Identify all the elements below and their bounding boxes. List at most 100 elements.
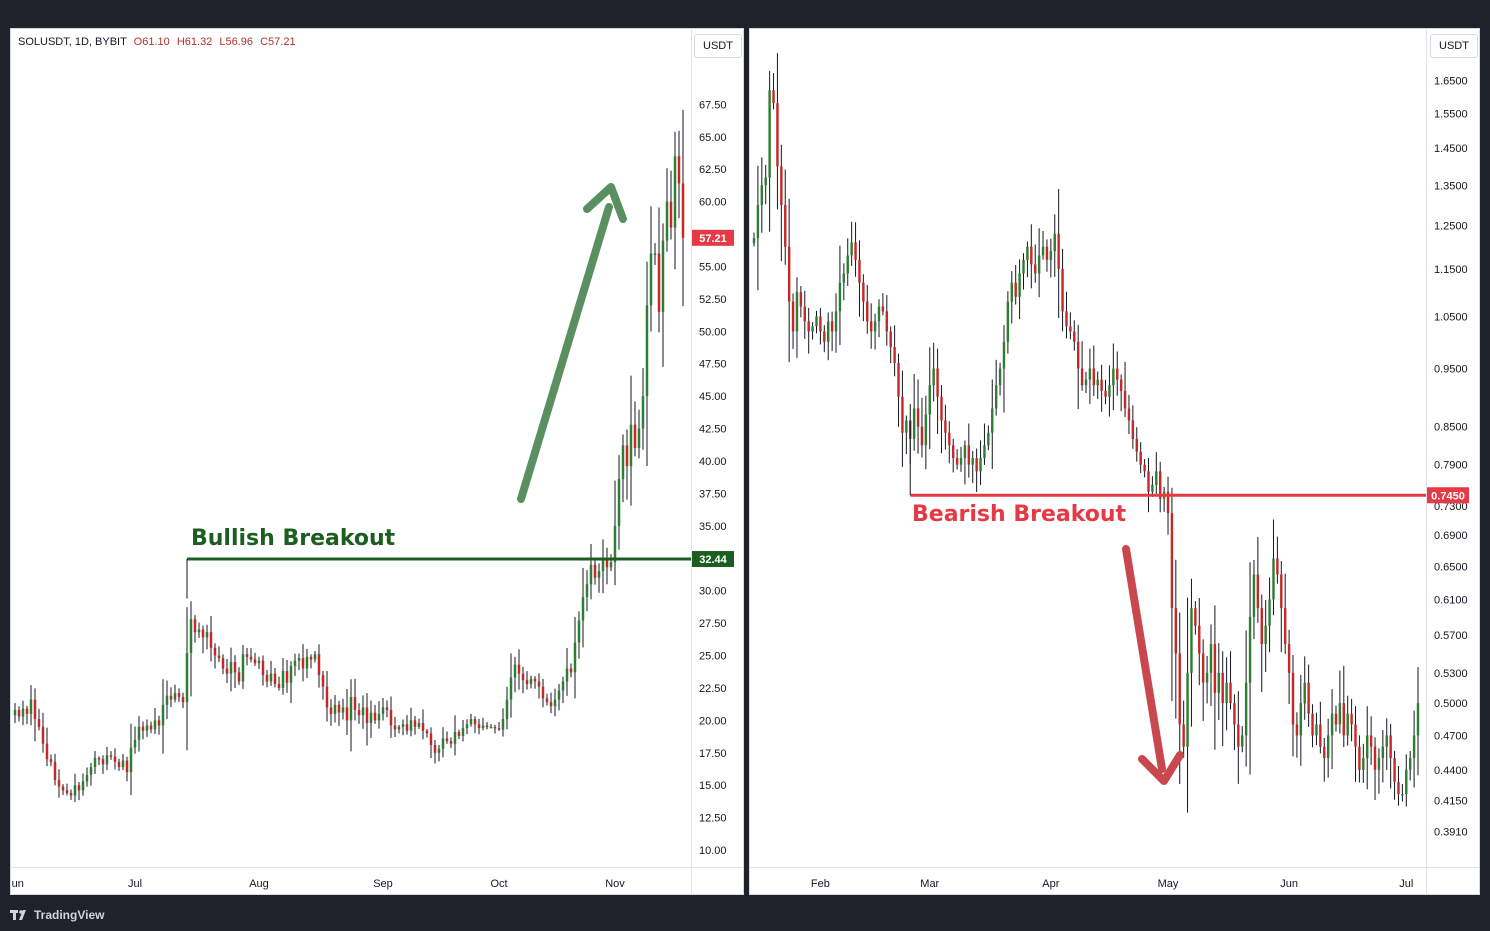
- candle-down: [975, 458, 978, 472]
- price-tick-label: 0.9500: [1434, 364, 1468, 376]
- candle-down: [1307, 682, 1310, 714]
- candle-down: [866, 301, 869, 322]
- candle-down: [1221, 672, 1224, 704]
- candle-up: [827, 321, 830, 342]
- candle-down: [213, 647, 217, 656]
- currency-unit-button[interactable]: USDT: [694, 34, 742, 58]
- candle-down: [549, 702, 553, 707]
- candle-up: [617, 479, 621, 526]
- candle-up: [1264, 625, 1267, 645]
- candle-up: [465, 724, 469, 729]
- symbol-legend: SOLUSDT, 1D, BYBIT O61.10 H61.32 L56.96 …: [18, 36, 296, 48]
- time-tick-label: Oct: [490, 878, 507, 890]
- price-tick-label: 1.2500: [1434, 220, 1468, 232]
- candle-down: [53, 761, 57, 781]
- currency-unit-button[interactable]: USDT: [1430, 34, 1478, 58]
- price-tick-label: 1.6500: [1434, 76, 1468, 88]
- candle-down: [545, 698, 549, 703]
- candle-up: [645, 305, 649, 397]
- right-chart-canvas[interactable]: 1.6500 1.5500 1.4500 1.3500 1.2500 1.1500 1.05…: [750, 29, 1480, 895]
- candle-down: [819, 316, 822, 332]
- price-tick-label: 0.7900: [1434, 460, 1468, 472]
- candle-up: [1272, 558, 1275, 600]
- candle-up: [305, 656, 309, 669]
- candle-up: [137, 726, 141, 740]
- candle-up: [581, 597, 585, 621]
- price-tick-label: 37.50: [699, 488, 727, 500]
- candle-down: [869, 321, 873, 332]
- candle-up: [529, 678, 533, 685]
- candle-up: [665, 201, 669, 241]
- candle-down: [605, 558, 609, 568]
- candle-down: [1100, 379, 1103, 391]
- candle-down: [1194, 608, 1197, 626]
- candle-down: [101, 759, 105, 765]
- candle-up: [153, 720, 157, 730]
- candle-down: [677, 156, 681, 184]
- candle-up: [1385, 735, 1388, 747]
- candle-down: [920, 426, 924, 446]
- price-tick-label: 0.7300: [1434, 501, 1468, 513]
- candle-down: [1116, 368, 1119, 380]
- candle-down: [772, 90, 775, 104]
- candle-up: [269, 673, 273, 682]
- candle-up: [437, 748, 441, 753]
- price-tick-label: 55.00: [699, 261, 727, 273]
- candle-down: [177, 693, 181, 698]
- candle-down: [1139, 451, 1142, 465]
- candle-down: [445, 738, 449, 742]
- candle-up: [1209, 644, 1213, 673]
- candle-up: [661, 240, 665, 312]
- left-chart-canvas[interactable]: 67.5065.0062.5060.0057.5055.0052.5050.00…: [11, 29, 744, 895]
- candle-up: [850, 242, 853, 256]
- candle-down: [517, 664, 521, 674]
- ohlc-open: O61.10: [133, 36, 170, 48]
- candle-down: [803, 306, 806, 322]
- left-chart-panel[interactable]: 67.5065.0062.5060.0057.5055.0052.5050.00…: [10, 28, 744, 895]
- bullish-arrow-head: [583, 183, 627, 223]
- tradingview-logo[interactable]: TradingView: [10, 908, 104, 922]
- candle-up: [1299, 703, 1303, 736]
- price-tick-label: 17.50: [699, 748, 727, 760]
- price-tick-label: 10.00: [699, 845, 727, 857]
- candle-up: [1268, 599, 1271, 626]
- candle-down: [1334, 713, 1338, 725]
- candle-up: [1244, 682, 1248, 736]
- candle-down: [61, 786, 65, 791]
- candle-up: [768, 90, 771, 178]
- candle-up: [1362, 758, 1365, 770]
- candle-up: [241, 654, 245, 682]
- candle-up: [93, 757, 97, 768]
- bearish-arrow-head: [1138, 751, 1184, 785]
- candle-down: [1256, 574, 1260, 609]
- candle-down: [799, 292, 803, 307]
- price-axis-separator: [691, 29, 692, 894]
- candle-down: [823, 331, 826, 342]
- candle-up: [1084, 379, 1088, 386]
- candle-down: [681, 183, 685, 238]
- footer-bar: [0, 897, 1490, 931]
- right-chart-panel[interactable]: 1.6500 1.5500 1.4500 1.3500 1.2500 1.1500 1.05…: [749, 28, 1480, 895]
- candle-down: [1174, 608, 1178, 654]
- time-axis-separator: [750, 867, 1479, 868]
- candle-down: [885, 311, 889, 332]
- candle-up: [609, 562, 613, 568]
- candle-down: [69, 792, 73, 796]
- price-tick-label: 0.4700: [1434, 730, 1468, 742]
- candle-down: [209, 632, 213, 648]
- candle-down: [1135, 438, 1138, 452]
- candle-down: [1080, 368, 1084, 386]
- candle-up: [189, 619, 193, 653]
- candle-up: [85, 774, 89, 782]
- candle-up: [469, 719, 473, 725]
- candle-down: [948, 432, 951, 446]
- price-tick-label: 47.50: [699, 359, 727, 371]
- candle-up: [105, 755, 109, 765]
- candle-down: [1276, 558, 1279, 575]
- candle-down: [657, 253, 661, 312]
- price-tick-label: 0.6100: [1434, 594, 1468, 606]
- candle-up: [21, 708, 25, 717]
- candle-down: [433, 744, 437, 753]
- candle-down: [787, 246, 791, 302]
- candle-down: [497, 728, 501, 730]
